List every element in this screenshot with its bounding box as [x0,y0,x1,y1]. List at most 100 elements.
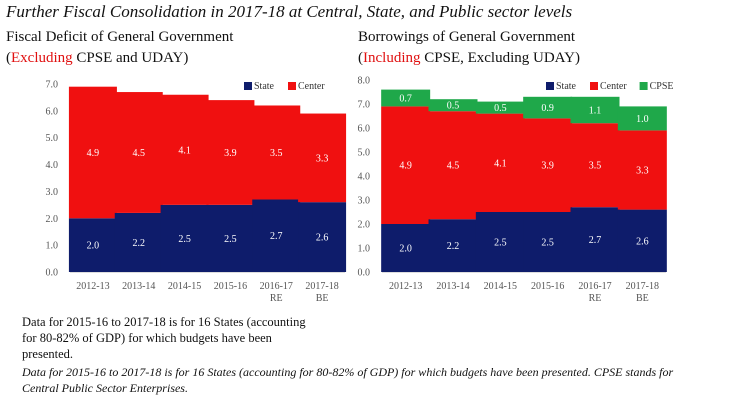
borrowings-x-tick: 2013-14 [436,281,469,292]
borrowings-x-tick: BE [636,293,649,304]
deficit-bar-center [206,100,255,205]
borrowings-value-label-center: 3.5 [589,161,602,172]
borrowings-value-label-center: 4.9 [399,161,412,172]
borrowings-value-label-cpse: 1.1 [589,106,602,117]
right-chart-title-line1: Borrowings of General Government [358,29,576,45]
deficit-legend-swatch-center [288,82,296,90]
borrowings-value-label-state: 2.0 [399,244,412,255]
borrowings-x-tick: 2015-16 [531,281,564,292]
borrowings-bar-state [523,212,573,272]
chart-footnote: Data for 2015-16 to 2017-18 is for 16 St… [22,315,306,361]
source-note: Data for 2015-16 to 2017-18 is for 16 St… [22,365,674,395]
deficit-value-label-state: 2.5 [224,234,237,245]
deficit-y-tick: 1.0 [46,241,59,252]
borrowings-y-tick: 0.0 [358,268,371,279]
deficit-bar-state [68,218,117,272]
borrowings-y-tick: 3.0 [358,196,371,207]
left-chart-subtitle: (Excluding CPSE and UDAY) [6,48,233,69]
borrowings-y-tick: 7.0 [358,100,371,111]
deficit-x-tick: 2012-13 [76,281,109,292]
deficit-value-label-center: 4.5 [133,148,146,159]
right-subtitle-rest: CPSE, Excluding UDAY) [420,50,580,66]
deficit-value-label-center: 3.9 [224,148,237,159]
borrowings-legend-label-cpse: CPSE [650,81,674,92]
deficit-value-label-state: 2.7 [270,231,283,242]
borrowings-bar-cpse [523,96,573,119]
borrowings-y-tick: 5.0 [358,148,371,159]
deficit-value-label-state: 2.6 [316,233,329,244]
deficit-bar-center [252,105,301,200]
deficit-value-label-state: 2.5 [178,234,191,245]
deficit-bar-center [114,92,163,213]
right-subtitle-open: ( [358,50,363,66]
deficit-bar-center [160,94,209,205]
borrowings-bar-cpse [570,96,620,124]
deficit-y-tick: 0.0 [46,268,59,279]
borrowings-legend-swatch-center [590,82,598,90]
left-chart-title: Fiscal Deficit of General Government (Ex… [6,27,233,69]
borrowings-y-tick: 2.0 [358,220,371,231]
borrowings-x-tick: 2014-15 [484,281,517,292]
left-subtitle-rest: CPSE and UDAY) [72,50,189,66]
deficit-bar-state [252,199,301,272]
deficit-y-tick: 5.0 [46,133,59,144]
borrowings-x-tick: 2012-13 [389,281,422,292]
borrowings-value-label-state: 2.6 [636,236,649,247]
borrowings-bar-center [570,123,620,208]
borrowings-value-label-state: 2.5 [541,238,554,249]
page-title: Further Fiscal Consolidation in 2017-18 … [6,2,573,21]
deficit-x-tick: 2014-15 [168,281,201,292]
deficit-bar-state [206,204,255,272]
borrowings-bar-state [570,207,620,272]
right-chart-subtitle: (Including CPSE, Excluding UDAY) [358,48,580,69]
deficit-bar-center [298,113,347,203]
borrowings-legend-swatch-cpse [639,82,648,90]
borrowings-bar-state [475,212,525,272]
borrowings-bar-center [523,118,573,212]
borrowings-bar-center [617,130,667,210]
borrowings-x-tick: RE [589,293,602,304]
right-chart-title: Borrowings of General Government (Includ… [358,27,580,69]
deficit-value-label-center: 4.9 [87,148,100,159]
deficit-y-tick: 6.0 [46,106,59,117]
right-subtitle-highlight: Including [363,50,421,66]
deficit-x-tick: 2013-14 [122,281,155,292]
deficit-value-label-state: 2.0 [87,241,100,252]
deficit-x-tick: 2015-16 [214,281,247,292]
deficit-y-tick: 3.0 [46,187,59,198]
deficit-legend-label-state: State [254,81,275,92]
borrowings-value-label-center: 4.5 [447,161,460,172]
deficit-x-tick: 2017-18 [305,281,338,292]
borrowings-value-label-center: 3.3 [636,166,649,177]
deficit-value-label-center: 3.3 [316,153,329,164]
borrowings-value-label-cpse: 1.0 [636,114,649,125]
borrowings-bar-cpse [428,99,478,112]
borrowings-value-label-state: 2.5 [494,238,507,249]
borrowings-legend-swatch-state [546,82,554,90]
borrowings-value-label-cpse: 0.5 [494,103,507,114]
borrowings-bar-cpse [381,89,431,107]
deficit-value-label-center: 4.1 [178,145,191,156]
deficit-value-label-state: 2.2 [133,238,146,249]
deficit-bar-center [68,86,117,219]
borrowings-value-label-cpse: 0.7 [399,94,412,105]
borrowings-legend-label-center: Center [600,81,627,92]
borrowings-x-tick: 2016-17 [578,281,611,292]
deficit-bar-state [114,212,163,272]
deficit-x-tick: 2016-17 [260,281,293,292]
deficit-bar-state [298,202,347,272]
borrowings-value-label-cpse: 0.9 [541,103,554,114]
borrowings-bar-cpse [617,106,667,131]
deficit-bar-state [160,204,209,272]
borrowings-bar-center [475,113,525,212]
deficit-y-tick: 4.0 [46,160,59,171]
left-subtitle-open: ( [6,50,11,66]
borrowings-bar-state [428,219,478,272]
borrowings-chart: 0.0 1.0 2.0 3.0 4.0 5.0 6.0 7.0 8.0 2.0 4.9 0.7 2012… [358,76,674,305]
borrowings-value-label-center: 3.9 [541,161,554,172]
borrowings-x-tick: 2017-18 [626,281,659,292]
borrowings-bar-center [381,106,431,224]
deficit-value-label-center: 3.5 [270,148,283,159]
borrowings-y-tick: 4.0 [358,172,371,183]
